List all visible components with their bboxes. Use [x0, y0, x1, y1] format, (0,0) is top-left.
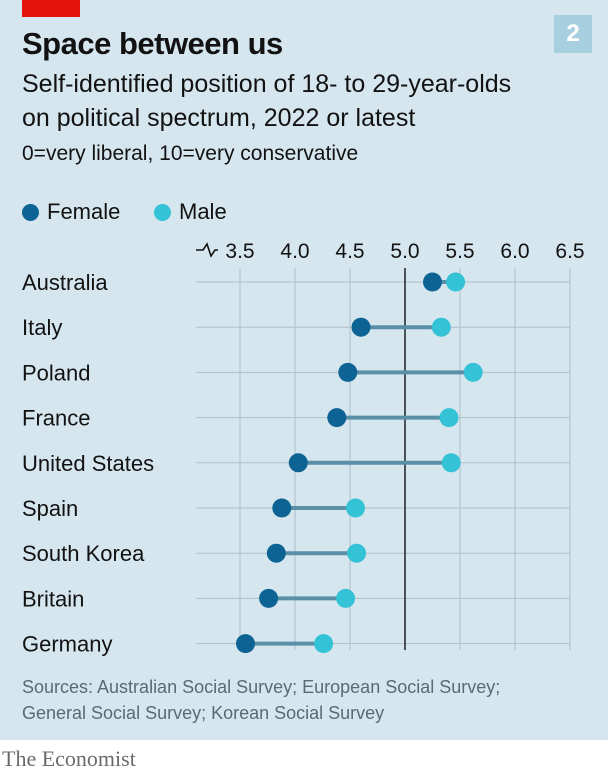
axis-break-icon [196, 242, 218, 258]
female-dot [423, 272, 442, 292]
category-label: Australia [22, 270, 108, 295]
legend-male: Male [154, 199, 227, 225]
x-tick-label: 6.5 [555, 240, 584, 263]
category-label: Poland [22, 360, 91, 385]
legend-male-label: Male [179, 199, 227, 224]
female-dot [266, 543, 286, 563]
category-label: United States [22, 451, 154, 476]
category-label: Britain [22, 586, 84, 611]
x-tick-label: 6.0 [500, 240, 529, 263]
male-dot [347, 543, 367, 563]
female-dot [288, 453, 308, 473]
legend-male-marker [154, 203, 171, 221]
chart-subtitle-line1: Self-identified position of 18- to 29-ye… [22, 70, 512, 98]
sources-line2: General Social Survey; Korean Social Sur… [22, 703, 385, 723]
chart-title: Space between us [22, 26, 283, 61]
legend-female-label: Female [47, 199, 121, 224]
female-dot [272, 498, 292, 518]
x-tick-label: 3.5 [225, 240, 254, 263]
female-dot [338, 362, 358, 382]
chart-panel [0, 0, 608, 740]
x-tick-label: 4.0 [280, 240, 309, 263]
legend-female: Female [22, 199, 120, 225]
female-dot [236, 634, 255, 654]
male-dot [314, 634, 334, 654]
female-dot [259, 588, 279, 608]
sources-line1: Sources: Australian Social Survey; Europ… [22, 677, 501, 697]
x-tick-label: 4.5 [335, 240, 364, 263]
x-tick-label: 5.5 [445, 240, 474, 263]
male-dot [336, 588, 356, 608]
chart-number-badge: 2 [554, 15, 592, 53]
female-dot [327, 408, 347, 428]
chart-subtitle-line2: on political spectrum, 2022 or latest [22, 104, 416, 132]
sources-note: Sources: Australian Social Survey; Europ… [22, 674, 500, 726]
male-dot [346, 498, 365, 518]
male-dot [463, 362, 483, 382]
scale-note: 0=very liberal, 10=very conservative [22, 142, 359, 165]
publisher-brand: The Economist [2, 746, 136, 771]
legend-female-marker [22, 203, 39, 221]
male-dot [441, 453, 461, 473]
x-tick-label: 5.0 [390, 240, 419, 263]
male-dot [431, 317, 451, 337]
category-label: Spain [22, 496, 78, 521]
category-label: Germany [22, 632, 112, 657]
female-dot [351, 317, 371, 337]
category-label: France [22, 406, 90, 431]
male-dot [439, 408, 459, 428]
category-label: South Korea [22, 541, 145, 566]
dot-range-chart: 3.5 4.0 4.5 5.0 5.5 6.0 6.5 Australia Italy Polan… [22, 240, 585, 657]
male-dot [446, 272, 466, 292]
economist-red-tag [22, 0, 80, 17]
category-label: Italy [22, 315, 62, 340]
